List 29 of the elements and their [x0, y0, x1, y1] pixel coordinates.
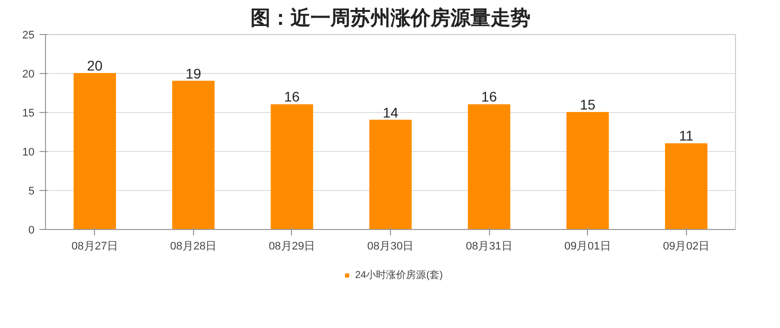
- bar: [566, 112, 609, 230]
- legend-label: 24小时涨价房源(套): [355, 268, 443, 282]
- data-label: 16: [284, 88, 300, 105]
- x-tick-label: 08月31日: [466, 240, 512, 252]
- y-tick-label: 10: [22, 146, 35, 158]
- x-tick-label: 08月29日: [268, 240, 316, 252]
- y-tick-label: 15: [22, 108, 35, 120]
- x-tick-label: 09月01日: [564, 240, 611, 252]
- bar: [74, 73, 116, 230]
- y-tick-label: 5: [28, 186, 35, 198]
- data-label: 11: [678, 128, 694, 144]
- data-label: 20: [87, 58, 103, 74]
- bar: [270, 104, 314, 230]
- bar: [665, 143, 708, 230]
- x-tick-label: 08月28日: [170, 240, 217, 252]
- bar: [369, 120, 412, 230]
- data-label: 14: [382, 104, 398, 120]
- chart-title: 图：近一周苏州涨价房源量走势: [250, 6, 530, 30]
- x-tick-label: 08月30日: [367, 240, 414, 252]
- y-tick-label: 20: [22, 68, 35, 80]
- x-tick-label: 09月02日: [662, 240, 710, 252]
- x-tick-label: 08月27日: [72, 240, 118, 252]
- bar: [468, 104, 510, 230]
- data-label: 19: [186, 65, 202, 82]
- bar: [172, 80, 215, 230]
- y-tick-label: 25: [22, 30, 35, 42]
- y-tick-label: 0: [28, 224, 35, 236]
- data-label: 16: [481, 88, 498, 105]
- data-label: 15: [580, 96, 596, 112]
